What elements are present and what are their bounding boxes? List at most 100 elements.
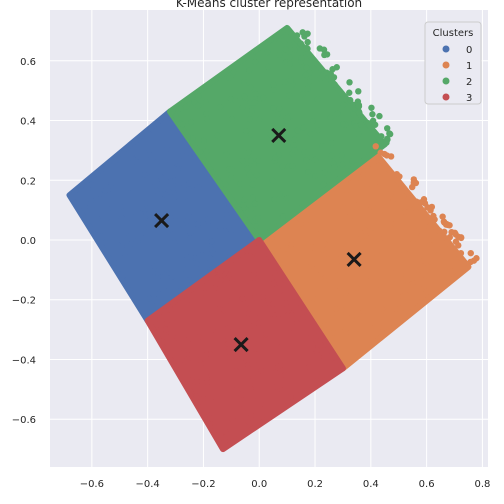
cluster-2-point [265,64,271,70]
cluster-2-point [295,127,301,133]
cluster-2-point [247,84,253,90]
cluster-3-point [200,396,206,402]
cluster-0-point [198,200,204,206]
y-tick-label: 0.6 [20,57,36,68]
cluster-0-point [131,248,137,254]
cluster-1-point [326,246,332,252]
cluster-1-point [377,279,383,285]
cluster-2-point [229,116,235,122]
cluster-0-point [109,205,115,211]
cluster-0-point [172,192,178,198]
cluster-1-point [440,233,446,239]
cluster-2-point [252,201,258,207]
cluster-1-point [370,224,376,230]
cluster-3-point [222,358,228,364]
cluster-1-point [280,234,286,240]
cluster-1-point [467,259,473,265]
cluster-0-point [108,219,114,225]
cluster-0-point [162,288,168,294]
cluster-2-point [253,223,259,229]
cluster-2-point [368,105,374,111]
cluster-0-point [183,232,189,238]
cluster-3-point [271,281,277,287]
cluster-1-point [435,246,441,252]
cluster-3-point [274,384,280,390]
cluster-2-point [256,158,262,164]
cluster-3-point [217,268,223,274]
cluster-0-point [205,216,211,222]
cluster-1-point [473,255,479,261]
cluster-1-point [337,285,343,291]
cluster-0-point [194,261,200,267]
cluster-1-point [377,180,383,186]
cluster-0-point [188,254,194,260]
cluster-3-point [160,339,166,345]
cluster-1-point [347,213,353,219]
cluster-0-point [146,152,152,158]
cluster-3-point [216,306,222,312]
cluster-0-point [146,132,152,138]
cluster-2-point [301,32,307,38]
cluster-1-point [330,269,336,275]
cluster-1-point [367,273,373,279]
cluster-1-point [435,252,441,258]
cluster-3-point [276,285,282,291]
cluster-3-point [187,383,193,389]
cluster-0-point [120,272,126,278]
cluster-1-point [357,180,363,186]
cluster-0-point [122,251,128,257]
cluster-2-point [246,149,252,155]
cluster-0-point [127,185,133,191]
cluster-1-point [381,229,387,235]
cluster-2-point [270,178,276,184]
cluster-0-point [179,153,185,159]
cluster-0-point [169,274,175,280]
cluster-1-point [288,242,294,248]
cluster-0-point [154,188,160,194]
cluster-2-point [280,163,286,169]
cluster-0-point [143,200,149,206]
cluster-3-point [279,387,285,393]
cluster-2-point [248,206,254,212]
cluster-1-point [330,330,336,336]
cluster-3-point [230,330,236,336]
cluster-3-point [194,379,200,385]
cluster-2-point [329,153,335,159]
cluster-3-point [196,334,202,340]
y-tick-label: 0.4 [20,117,36,128]
cluster-2-point [303,157,309,163]
cluster-1-point [362,227,368,233]
cluster-3-point [218,277,224,283]
cluster-3-point [185,337,191,343]
cluster-3-point [252,382,258,388]
cluster-0-point [211,195,217,201]
cluster-3-point [254,253,260,259]
cluster-3-point [256,358,262,364]
cluster-1-point [415,272,421,278]
cluster-1-point [400,305,406,311]
cluster-0-point [97,191,103,197]
cluster-2-point [254,172,260,178]
cluster-2-point [356,109,362,115]
cluster-2-point [334,64,340,70]
cluster-1-point [468,250,474,256]
cluster-3-point [313,337,319,343]
cluster-0-point [149,302,155,308]
cluster-0-point [161,265,167,271]
cluster-2-point [203,111,209,117]
cluster-0-point [146,296,152,302]
cluster-1-point [379,329,385,335]
cluster-2-point [358,122,364,128]
cluster-2-point [346,90,352,96]
cluster-1-point [338,255,344,261]
cluster-0-point [172,239,178,245]
cluster-2-point [204,116,210,122]
cluster-2-point [319,143,325,149]
cluster-1-point [318,229,324,235]
cluster-3-point [253,351,259,357]
cluster-2-point [301,125,307,131]
cluster-1-point [292,263,298,269]
cluster-3-point [309,346,315,352]
cluster-2-point [291,147,297,153]
cluster-2-point [288,77,294,83]
